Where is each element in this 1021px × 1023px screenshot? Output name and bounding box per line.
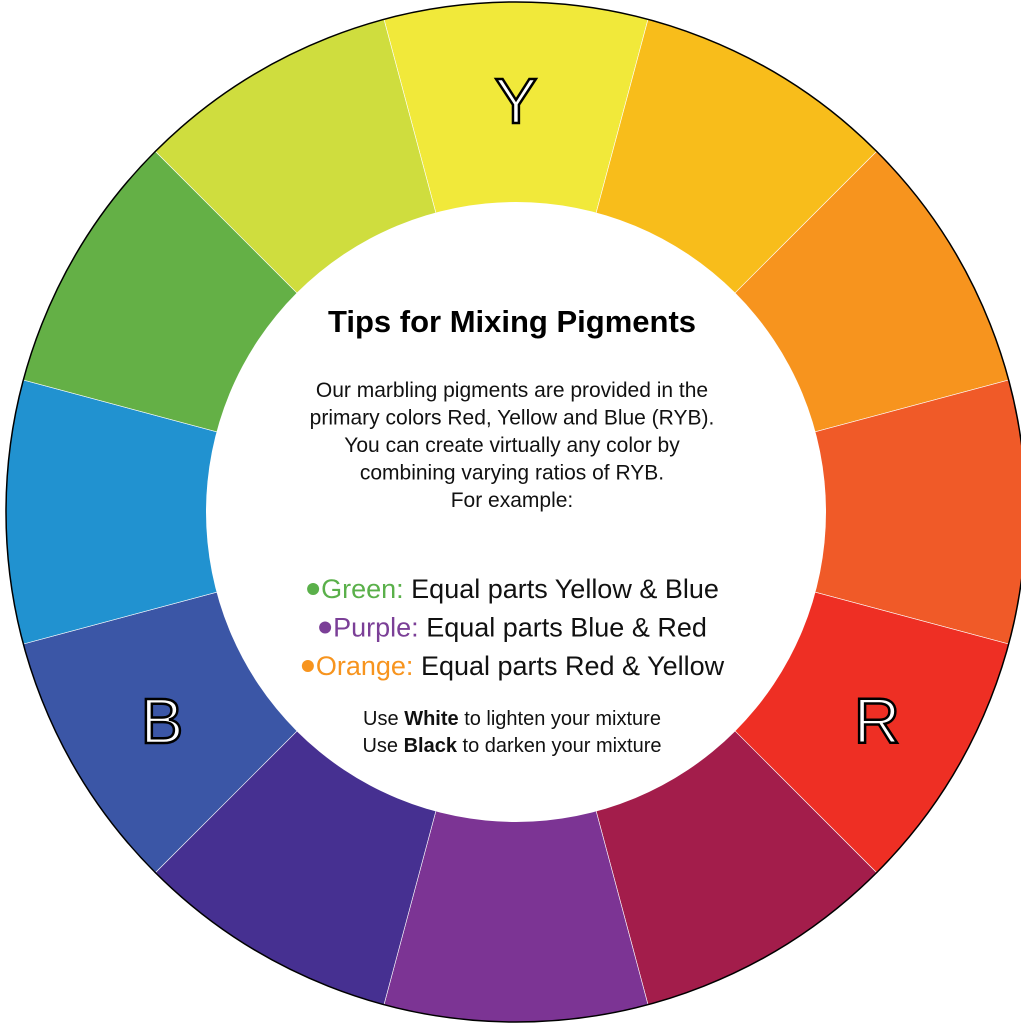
title: Tips for Mixing Pigments — [328, 304, 696, 339]
mix-line: Green: Equal parts Yellow & Blue — [321, 574, 719, 604]
mix-bullet — [301, 660, 314, 672]
tip-bold: Black — [404, 735, 458, 757]
tip-before: Use — [362, 735, 398, 757]
inner-circle — [206, 202, 826, 822]
mix-bullet — [307, 583, 320, 595]
mix-line: Purple: Equal parts Blue & Red — [333, 613, 707, 643]
mixes: Green: Equal parts Yellow & Blue Purple: … — [301, 574, 725, 681]
mix-text: Equal parts Red & Yellow — [421, 651, 725, 681]
label-y: Y — [495, 65, 538, 137]
mix-name: Green: — [321, 574, 404, 604]
mix-bullet — [319, 621, 332, 634]
mix-line: Orange: Equal parts Red & Yellow — [316, 651, 725, 681]
mix-text: Equal parts Yellow & Blue — [411, 574, 719, 604]
intro-line: primary colors Red, Yellow and Blue (RYB… — [310, 407, 715, 430]
mix-name: Purple: — [333, 613, 419, 643]
tip-before: Use — [363, 708, 399, 730]
mix-name: Orange: — [316, 651, 414, 681]
tip: Use White to lighten your mixture — [363, 708, 661, 730]
intro-line: combining varying ratios of RYB. — [360, 462, 664, 485]
intro: Our marbling pigments are provided in th… — [310, 379, 715, 512]
label-r: R — [854, 685, 900, 757]
intro-line: For example: — [451, 489, 574, 512]
tip-after: to darken your mixture — [463, 735, 662, 757]
mix-text: Equal parts Blue & Red — [426, 613, 707, 643]
tip-after: to lighten your mixture — [464, 708, 661, 730]
intro-line: You can create virtually any color by — [344, 434, 680, 457]
label-b: B — [141, 685, 184, 757]
tip-bold: White — [404, 708, 458, 730]
tip: Use Black to darken your mixture — [362, 735, 661, 757]
intro-line: Our marbling pigments are provided in th… — [316, 379, 708, 402]
outer-ring — [5, 1, 1021, 1023]
